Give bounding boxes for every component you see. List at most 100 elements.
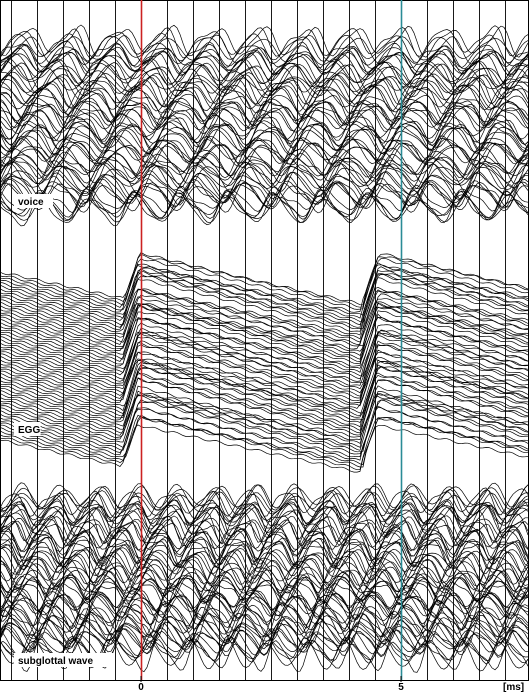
- marker-lines: [140, 0, 403, 680]
- trace-line: [0, 161, 529, 191]
- trace-line: [0, 277, 529, 332]
- trace-line: [0, 313, 529, 369]
- trace-line: [0, 638, 529, 673]
- trace-line: [0, 586, 529, 611]
- trace-line: [0, 547, 529, 582]
- trace-line: [0, 310, 529, 364]
- trace-line: [0, 488, 529, 521]
- trace-line: [0, 287, 529, 336]
- trace-line: [0, 335, 529, 386]
- trace-line: [0, 45, 529, 76]
- trace-line: [0, 142, 529, 169]
- trace-line: [0, 405, 529, 461]
- trace-line: [0, 322, 529, 380]
- trace-line: [0, 399, 529, 455]
- trace-line: [0, 146, 529, 176]
- trace-line: [0, 303, 529, 352]
- trace-line: [0, 424, 529, 473]
- trace-line: [0, 330, 529, 390]
- trace-line: [0, 414, 528, 471]
- trace-line: [0, 628, 529, 658]
- panel-0-traces: [0, 24, 529, 227]
- trace-line: [0, 351, 529, 402]
- trace-line: [0, 191, 529, 227]
- trace-line: [0, 120, 529, 147]
- x-axis: [ms] 0 5: [138, 676, 524, 693]
- panel-label-bg: [14, 422, 41, 436]
- trace-line: [0, 392, 529, 441]
- trace-line: [0, 377, 529, 436]
- trace-line: [0, 612, 529, 647]
- trace-line: [0, 593, 529, 625]
- trace-line: [0, 59, 529, 88]
- trace-line: [0, 257, 529, 310]
- trace-line: [0, 356, 529, 404]
- trace-line: [0, 302, 529, 356]
- trace-line: [0, 100, 529, 127]
- trace-layer: [0, 24, 529, 673]
- trace-line: [0, 305, 529, 360]
- trace-line: [0, 359, 529, 409]
- trace-line: [0, 636, 529, 662]
- trace-line: [0, 169, 529, 200]
- trace-line: [0, 344, 529, 399]
- trace-line: [0, 520, 529, 551]
- trace-line: [0, 399, 529, 453]
- trace-line: [0, 273, 529, 330]
- trace-line: [0, 602, 529, 637]
- trace-line: [0, 188, 529, 220]
- trace-line: [0, 76, 529, 108]
- trace-line: [0, 188, 529, 221]
- trace-line: [0, 112, 529, 146]
- trace-line: [0, 364, 529, 423]
- trace-line: [0, 530, 529, 562]
- trace-line: [0, 151, 529, 180]
- trace-line: [0, 293, 529, 347]
- trace-line: [0, 364, 529, 414]
- trace-line: [0, 135, 529, 163]
- trace-line: [0, 128, 529, 156]
- trace-line: [0, 24, 529, 58]
- panel-label: EGG: [18, 425, 40, 436]
- trace-line: [0, 105, 529, 134]
- trace-line: [0, 340, 529, 394]
- panel-1-traces: [0, 251, 529, 473]
- x-tick-label: 0: [138, 682, 144, 693]
- trace-line: [0, 482, 529, 511]
- trace-line: [0, 547, 529, 573]
- trace-line: [0, 92, 529, 124]
- trace-line: [0, 349, 529, 407]
- trace-line: [0, 184, 529, 214]
- panel-label-bg: [14, 653, 115, 667]
- trace-line: [0, 390, 529, 451]
- trace-line: [0, 135, 529, 165]
- trace-line: [0, 84, 529, 114]
- trace-line: [0, 25, 529, 59]
- trace-line: [0, 342, 529, 397]
- trace-line: [0, 569, 529, 594]
- trace-line: [0, 482, 529, 512]
- trace-line: [0, 52, 529, 85]
- trace-line: [0, 161, 529, 191]
- trace-line: [0, 556, 529, 587]
- trace-line: [0, 71, 529, 98]
- trace-line: [0, 112, 529, 141]
- trace-line: [0, 414, 529, 468]
- trace-line: [0, 581, 529, 608]
- x-tick-label: 5: [398, 682, 404, 693]
- trace-line: [0, 43, 529, 70]
- trace-line: [0, 171, 529, 201]
- trace-line: [0, 268, 529, 326]
- trace-line: [0, 588, 529, 618]
- x-axis-label: [ms]: [503, 682, 524, 693]
- trace-line: [0, 289, 529, 340]
- trace-line: [0, 151, 529, 180]
- trace-line: [0, 272, 529, 328]
- trace-line: [0, 603, 529, 634]
- trace-line: [0, 135, 529, 167]
- trace-line: [0, 156, 529, 185]
- trace-line: [0, 360, 529, 418]
- trace-line: [0, 596, 529, 631]
